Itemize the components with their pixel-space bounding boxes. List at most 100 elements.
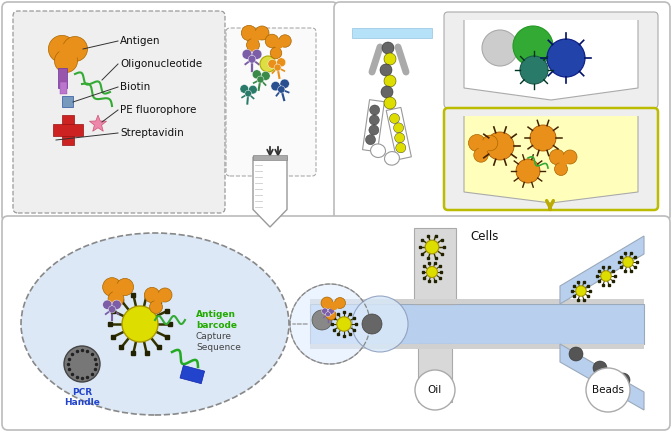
- Bar: [62, 96, 73, 107]
- FancyBboxPatch shape: [226, 28, 316, 176]
- Circle shape: [394, 133, 405, 143]
- Circle shape: [337, 317, 351, 331]
- Circle shape: [248, 55, 256, 63]
- Text: Cells: Cells: [470, 229, 499, 242]
- Circle shape: [623, 257, 633, 267]
- Bar: [418, 344, 452, 402]
- Circle shape: [112, 283, 126, 297]
- Circle shape: [380, 64, 392, 76]
- Circle shape: [265, 34, 279, 48]
- Circle shape: [154, 292, 165, 303]
- Circle shape: [268, 59, 277, 68]
- Circle shape: [325, 312, 331, 317]
- Circle shape: [558, 155, 569, 165]
- Circle shape: [274, 39, 284, 49]
- Circle shape: [352, 296, 408, 352]
- Circle shape: [278, 86, 285, 93]
- Circle shape: [274, 64, 281, 71]
- Circle shape: [149, 301, 163, 314]
- Polygon shape: [560, 236, 644, 304]
- Circle shape: [482, 30, 518, 66]
- Circle shape: [242, 49, 252, 59]
- Bar: [310, 344, 644, 349]
- Circle shape: [290, 284, 370, 364]
- Circle shape: [513, 26, 553, 66]
- Circle shape: [328, 308, 334, 314]
- Circle shape: [270, 47, 282, 59]
- FancyBboxPatch shape: [334, 2, 670, 222]
- Circle shape: [240, 85, 249, 93]
- Circle shape: [593, 361, 607, 375]
- Circle shape: [390, 114, 400, 124]
- Circle shape: [549, 149, 564, 165]
- Text: Antigen: Antigen: [120, 36, 161, 46]
- Bar: [352, 28, 432, 38]
- Circle shape: [547, 39, 585, 77]
- Circle shape: [569, 347, 583, 361]
- Text: Streptavidin: Streptavidin: [120, 128, 183, 138]
- Circle shape: [370, 105, 380, 115]
- Circle shape: [576, 286, 586, 296]
- Circle shape: [370, 115, 379, 125]
- Circle shape: [103, 278, 122, 296]
- Circle shape: [241, 25, 257, 41]
- Circle shape: [554, 162, 567, 175]
- Circle shape: [381, 86, 393, 98]
- Circle shape: [478, 140, 490, 152]
- Circle shape: [112, 300, 122, 309]
- Circle shape: [425, 240, 439, 254]
- Circle shape: [64, 346, 100, 382]
- Polygon shape: [560, 344, 644, 410]
- Circle shape: [427, 267, 437, 277]
- Circle shape: [321, 297, 333, 309]
- Polygon shape: [464, 116, 638, 203]
- Circle shape: [468, 134, 485, 152]
- Bar: [414, 228, 456, 304]
- Circle shape: [122, 306, 158, 342]
- Circle shape: [249, 86, 257, 94]
- FancyBboxPatch shape: [2, 216, 670, 430]
- Circle shape: [108, 306, 116, 313]
- FancyBboxPatch shape: [2, 2, 338, 222]
- Circle shape: [362, 314, 382, 334]
- Circle shape: [601, 271, 612, 281]
- Text: Antigen
barcode: Antigen barcode: [196, 310, 237, 330]
- Polygon shape: [89, 115, 107, 131]
- Text: PE fluorophore: PE fluorophore: [120, 105, 196, 115]
- Circle shape: [251, 31, 261, 41]
- Ellipse shape: [384, 152, 399, 165]
- Circle shape: [482, 135, 498, 151]
- Circle shape: [54, 50, 77, 73]
- Bar: [310, 304, 644, 344]
- Circle shape: [312, 310, 332, 330]
- Circle shape: [415, 370, 455, 410]
- Circle shape: [563, 150, 577, 164]
- Circle shape: [277, 58, 286, 67]
- Circle shape: [252, 49, 262, 59]
- Circle shape: [322, 308, 328, 314]
- Text: Biotin: Biotin: [120, 82, 151, 92]
- Circle shape: [245, 90, 251, 97]
- Circle shape: [103, 300, 112, 309]
- Text: Beads: Beads: [592, 385, 624, 395]
- FancyBboxPatch shape: [13, 11, 225, 213]
- Circle shape: [382, 42, 394, 54]
- Circle shape: [530, 125, 556, 151]
- Bar: [180, 365, 204, 384]
- Text: PCR
Handle: PCR Handle: [64, 388, 100, 407]
- Circle shape: [384, 75, 396, 87]
- Circle shape: [257, 76, 264, 83]
- Circle shape: [271, 82, 280, 91]
- Circle shape: [247, 38, 259, 51]
- Circle shape: [255, 26, 269, 40]
- FancyBboxPatch shape: [444, 12, 658, 108]
- Circle shape: [279, 35, 291, 47]
- Circle shape: [59, 42, 79, 62]
- Text: Oligonucleotide: Oligonucleotide: [120, 59, 202, 69]
- Circle shape: [116, 278, 134, 295]
- Circle shape: [280, 79, 290, 89]
- Circle shape: [520, 56, 548, 84]
- Bar: [310, 299, 644, 304]
- Bar: [60, 82, 67, 94]
- Circle shape: [616, 373, 630, 387]
